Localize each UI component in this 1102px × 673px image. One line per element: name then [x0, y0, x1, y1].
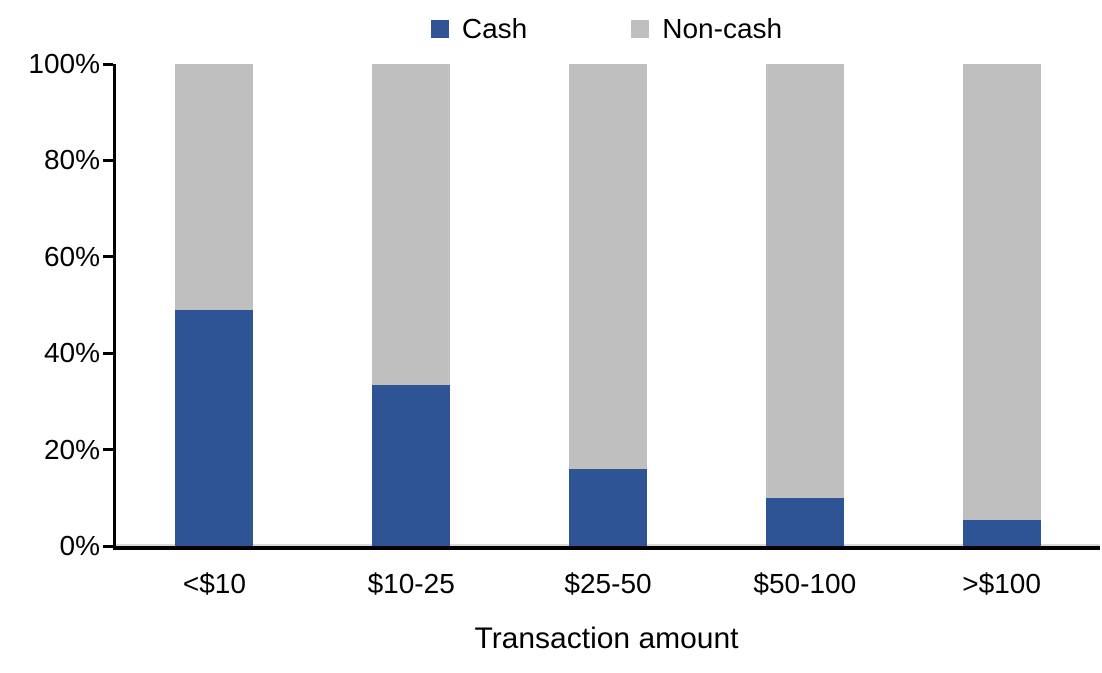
chart-legend: Cash Non-cash: [113, 12, 1100, 46]
y-tick-label: 0%: [59, 530, 100, 561]
x-axis-label: $10-25: [367, 568, 455, 599]
bar-segment-cash: [569, 468, 647, 546]
bar-segment-non-cash: [372, 64, 451, 385]
bar-segment-cash: [765, 497, 844, 546]
x-axis-label: $50-100: [753, 568, 857, 599]
bar-segment-non-cash: [175, 64, 254, 310]
y-tick-label: 20%: [43, 433, 100, 465]
legend-swatch-cash: [430, 20, 449, 38]
y-tick-label: 40%: [43, 337, 100, 369]
bar-segment-cash: [175, 309, 254, 546]
y-tick-label: 80%: [43, 144, 100, 176]
legend-label: Non-cash: [662, 13, 783, 44]
x-axis-label: <$10: [182, 568, 246, 599]
y-tick-mark: [103, 255, 113, 259]
x-axis-label: $25-50: [564, 568, 652, 599]
legend-item-non-cash: Non-cash: [631, 12, 782, 46]
y-tick-mark: [103, 351, 113, 355]
legend-swatch-non-cash: [631, 20, 650, 38]
plot-area: 0% 20% 40% 60% 80% 100% <$10 $10-25 $25-50 $50-10…: [28, 49, 1100, 599]
bar-segment-non-cash: [569, 64, 647, 469]
bar-segment-non-cash: [765, 64, 844, 498]
bar-segment-non-cash: [962, 64, 1041, 520]
bar-segment-cash: [372, 384, 451, 546]
legend-label: Cash: [461, 13, 528, 44]
x-axis-title: Transaction amount: [474, 622, 739, 655]
y-tick-mark: [103, 544, 113, 548]
x-axis-label: >$100: [962, 568, 1041, 599]
y-tick-mark: [103, 158, 113, 162]
legend-item-cash: Cash: [430, 12, 528, 46]
y-tick-label: 100%: [28, 48, 100, 79]
bar-segment-cash: [962, 519, 1041, 546]
y-tick-label: 60%: [43, 240, 100, 272]
y-tick-mark: [103, 448, 113, 452]
y-tick-mark: [103, 62, 113, 66]
